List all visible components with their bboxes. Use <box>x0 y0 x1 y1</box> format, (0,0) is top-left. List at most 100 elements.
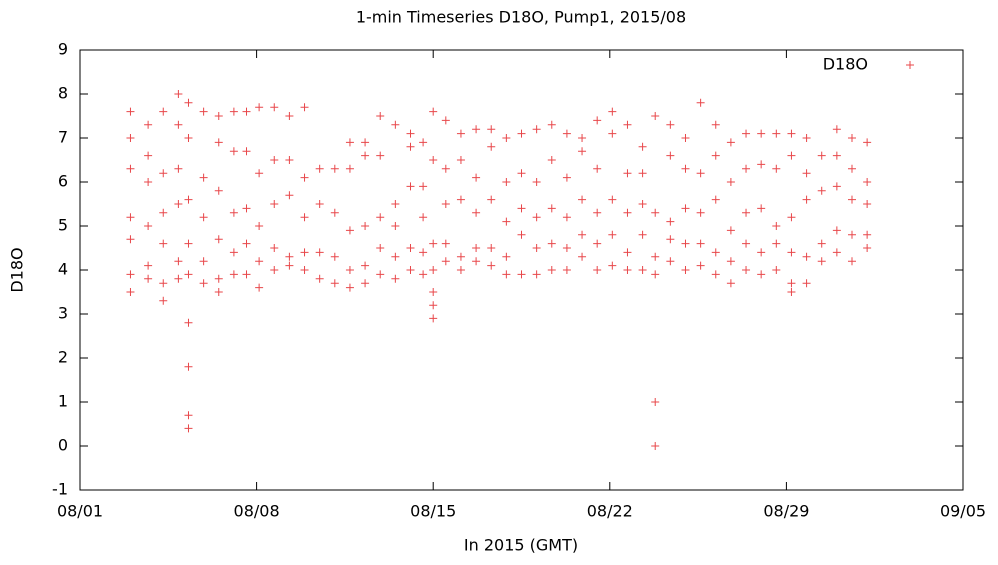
scatter-point <box>184 98 193 107</box>
scatter-point <box>285 252 294 261</box>
scatter-point <box>472 208 481 217</box>
scatter-point <box>144 151 153 160</box>
scatter-point <box>772 266 781 274</box>
legend-label: D18O <box>823 55 868 74</box>
scatter-point <box>772 222 781 230</box>
scatter-point <box>330 164 339 173</box>
scatter-point <box>681 239 690 248</box>
scatter-point <box>608 195 617 204</box>
scatter-point <box>229 107 238 116</box>
scatter-point <box>285 261 294 270</box>
scatter-point <box>184 239 193 248</box>
scatter-point <box>696 169 705 178</box>
scatter-point <box>144 261 153 270</box>
y-tick-label: 9 <box>58 40 68 59</box>
scatter-point <box>300 248 309 257</box>
scatter-point <box>144 222 153 230</box>
scatter-point <box>184 362 193 371</box>
scatter-point <box>726 257 735 266</box>
scatter-point <box>802 195 811 204</box>
scatter-point <box>651 270 660 279</box>
scatter-point <box>174 257 183 266</box>
scatter-point <box>547 156 556 164</box>
scatter-point <box>502 217 511 226</box>
scatter-point <box>711 270 720 279</box>
scatter-point <box>184 134 193 142</box>
scatter-point <box>229 248 238 257</box>
scatter-point <box>174 274 183 283</box>
scatter-point <box>456 252 465 261</box>
scatter-point <box>441 116 450 125</box>
scatter-point <box>547 266 556 274</box>
scatter-point <box>593 266 602 274</box>
scatter-point <box>623 266 632 274</box>
scatter-point <box>787 129 796 138</box>
scatter-point <box>126 107 135 116</box>
scatter-point <box>242 270 251 279</box>
scatter-point <box>562 266 571 274</box>
scatter-point <box>502 252 511 261</box>
scatter-point <box>593 208 602 217</box>
scatter-point <box>787 279 796 288</box>
scatter-point <box>214 288 223 296</box>
scatter-point <box>623 248 632 257</box>
scatter-point <box>361 151 370 160</box>
scatter-point <box>419 248 428 257</box>
scatter-point <box>608 129 617 138</box>
scatter-point <box>742 239 751 248</box>
scatter-point <box>726 138 735 147</box>
scatter-point <box>406 142 415 151</box>
y-tick-label: 2 <box>58 348 68 367</box>
x-tick-label: 08/15 <box>410 502 456 521</box>
scatter-point <box>159 107 168 116</box>
scatter-point <box>429 266 438 274</box>
scatter-point <box>711 195 720 204</box>
scatter-point <box>255 103 264 112</box>
scatter-point <box>802 169 811 178</box>
scatter-point <box>174 164 183 173</box>
scatter-point <box>330 279 339 288</box>
scatter-point <box>802 134 811 142</box>
scatter-point <box>270 103 279 112</box>
y-tick-label: 4 <box>58 260 68 279</box>
scatter-point <box>126 164 135 173</box>
scatter-point <box>562 244 571 252</box>
scatter-point <box>638 230 647 239</box>
scatter-point <box>472 173 481 182</box>
scatter-point <box>487 125 496 134</box>
scatter-point <box>429 288 438 296</box>
scatter-point <box>419 182 428 191</box>
scatter-point <box>144 178 153 186</box>
scatter-point <box>863 244 872 252</box>
scatter-point <box>681 134 690 142</box>
scatter-point <box>300 173 309 182</box>
scatter-point <box>817 186 826 195</box>
scatter-point <box>502 270 511 279</box>
scatter-point <box>562 173 571 182</box>
scatter-point <box>315 164 324 173</box>
scatter-point <box>214 235 223 244</box>
scatter-point <box>199 213 208 222</box>
scatter-point <box>345 266 354 274</box>
scatter-point <box>441 239 450 248</box>
y-axis-label: D18O <box>8 247 27 292</box>
scatter-point <box>159 169 168 178</box>
scatter-point <box>578 147 587 156</box>
scatter-point <box>608 107 617 116</box>
x-axis-label: In 2015 (GMT) <box>464 536 578 555</box>
scatter-point <box>532 244 541 252</box>
scatter-point <box>361 138 370 147</box>
scatter-point <box>517 270 526 279</box>
scatter-point <box>126 288 135 296</box>
scatter-point <box>391 120 400 129</box>
scatter-point <box>487 261 496 270</box>
scatter-point <box>832 182 841 191</box>
y-tick-label: 8 <box>58 84 68 103</box>
scatter-point <box>832 248 841 257</box>
scatter-point <box>184 195 193 204</box>
scatter-point <box>159 279 168 288</box>
scatter-point <box>502 178 511 186</box>
scatter-point <box>757 270 766 279</box>
scatter-point <box>159 296 168 305</box>
scatter-point <box>391 200 400 208</box>
